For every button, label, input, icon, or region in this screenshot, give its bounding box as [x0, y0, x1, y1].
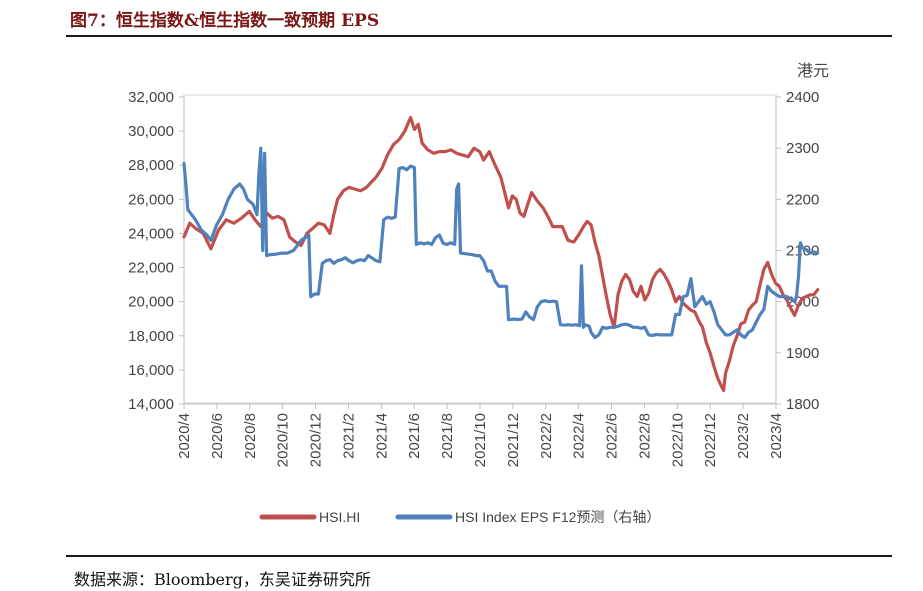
hsi-index-line [182, 115, 820, 392]
right-y-tick-label: 1900 [786, 345, 819, 362]
figure-title: 图7：恒生指数&恒生指数一致预期 EPS [70, 11, 380, 31]
legend-label-hsi: HSI.HI [319, 509, 360, 525]
legend-label-eps: HSI Index EPS F12预测（右轴） [455, 509, 660, 525]
x-tick-label: 2020/6 [209, 413, 226, 459]
left-y-tick-label: 18,000 [128, 328, 174, 345]
line-chart: 14,000 16,000 18,000 20,000 22,000 24,000 26,0… [128, 61, 829, 525]
left-y-tick-label: 22,000 [128, 260, 174, 277]
x-tick-label: 2020/12 [308, 413, 325, 467]
x-tick-label: 2021/6 [406, 413, 423, 459]
x-tick-label: 2022/12 [702, 413, 719, 467]
x-tick-label: 2021/2 [340, 413, 357, 459]
x-tick-label: 2023/2 [735, 413, 752, 459]
x-tick-label: 2022/8 [636, 413, 653, 459]
x-tick-label: 2021/8 [439, 413, 456, 459]
left-y-tick-label: 30,000 [128, 123, 174, 140]
x-tick-label: 2020/8 [242, 413, 259, 459]
left-y-tick-label: 20,000 [128, 294, 174, 311]
x-tick-label: 2020/4 [176, 413, 193, 459]
bottom-rule [66, 555, 892, 557]
right-y-tick-label: 2200 [786, 191, 819, 208]
left-y-tick-label: 26,000 [128, 191, 174, 208]
x-tick-label: 2021/10 [472, 413, 489, 467]
plot-area-border [183, 94, 777, 404]
x-tick-labels: 2020/4 2020/6 2020/8 2020/10 2020/12 2021/2 20… [176, 404, 785, 467]
left-y-tick-label: 16,000 [128, 362, 174, 379]
left-y-tick-labels: 14,000 16,000 18,000 20,000 22,000 24,000 26,0… [128, 89, 184, 413]
top-rule [66, 35, 892, 37]
right-axis-unit-label: 港元 [797, 61, 829, 80]
x-tick-label: 2022/2 [538, 413, 555, 459]
right-y-tick-label: 2400 [786, 89, 819, 106]
eps-forecast-line [182, 146, 820, 340]
left-y-tick-label: 14,000 [128, 396, 174, 413]
x-tick-label: 2022/10 [669, 413, 686, 467]
series-lines [182, 115, 820, 392]
left-y-tick-label: 28,000 [128, 157, 174, 174]
right-y-tick-label: 2100 [786, 243, 819, 260]
left-y-tick-label: 24,000 [128, 225, 174, 242]
source-note: 数据来源：Bloomberg，东吴证券研究所 [74, 570, 371, 589]
right-y-tick-label: 2300 [786, 140, 819, 157]
x-tick-label: 2020/10 [275, 413, 292, 467]
x-tick-label: 2023/4 [768, 413, 785, 459]
x-tick-label: 2021/12 [505, 413, 522, 467]
right-y-tick-label: 1800 [786, 396, 819, 413]
chart-legend: HSI.HI HSI Index EPS F12预测（右轴） [259, 509, 660, 525]
x-tick-label: 2021/4 [373, 413, 390, 459]
x-tick-label: 2022/4 [571, 413, 588, 459]
left-y-tick-label: 32,000 [128, 89, 174, 106]
x-tick-label: 2022/6 [604, 413, 621, 459]
